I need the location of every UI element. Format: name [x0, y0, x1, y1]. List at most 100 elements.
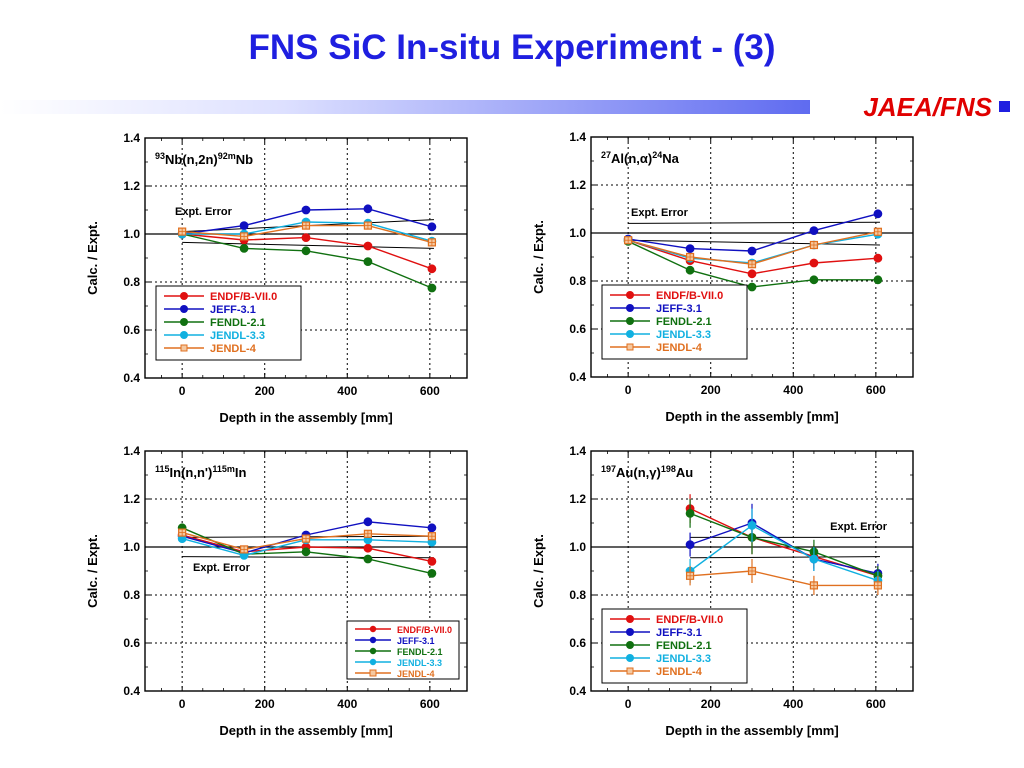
legend-entry-label: JEFF-3.1: [656, 627, 702, 639]
error-band-lower: [628, 239, 880, 246]
y-axis-label: Calc. / Expt.: [85, 534, 100, 608]
x-axis-label: Depth in the assembly [mm]: [665, 409, 838, 424]
reaction-mass-pre: 197: [601, 464, 616, 474]
legend-entry-label: FENDL-2.1: [397, 647, 443, 657]
y-tick-label: 1.4: [123, 444, 140, 458]
reaction-label: 115In(n,n')115mIn: [155, 464, 246, 480]
reaction-product: Na: [662, 151, 679, 166]
legend-marker: [626, 317, 634, 325]
y-tick-label: 0.4: [123, 684, 140, 698]
series-JENDL-4: [685, 559, 883, 595]
y-tick-label: 0.6: [569, 636, 586, 650]
x-tick-label: 0: [179, 384, 186, 398]
legend: ENDF/B-VII.0JEFF-3.1FENDL-2.1JENDL-3.3JE…: [601, 284, 748, 360]
x-axis-label: Depth in the assembly [mm]: [665, 723, 838, 738]
data-point: [301, 233, 311, 243]
legend-marker: [369, 647, 377, 655]
legend-entry-label: JENDL-4: [210, 343, 257, 355]
error-label: Expt. Error: [830, 521, 888, 533]
legend-entry-label: JENDL-4: [656, 342, 703, 354]
legend: ENDF/B-VII.0JEFF-3.1FENDL-2.1JENDL-3.3JE…: [155, 285, 302, 361]
y-tick-label: 0.4: [569, 684, 586, 698]
organization-label: JAEA/FNS: [863, 92, 992, 122]
x-tick-label: 0: [179, 697, 186, 711]
reaction-label: 93Nb(n,2n)92mNb: [155, 151, 253, 167]
data-point: [363, 543, 373, 553]
legend-entry-label: JENDL-3.3: [210, 330, 265, 342]
reaction-main: Al(n,α): [611, 151, 652, 166]
data-point: [685, 509, 695, 518]
legend-entry-label: FENDL-2.1: [656, 640, 712, 652]
bullet-square-icon: [999, 101, 1010, 112]
x-tick-label: 200: [255, 384, 275, 398]
legend-marker: [369, 636, 377, 644]
chart-panel-2: 0 200 400 600 0.4 0.6 0.8 1.0 1.2 1.4 Depth in the…: [531, 130, 914, 424]
legend-marker: [626, 330, 634, 338]
legend: ENDF/B-VII.0JEFF-3.1FENDL-2.1JENDL-3.3JE…: [601, 608, 748, 684]
legend-marker: [626, 291, 634, 299]
x-tick-label: 200: [701, 697, 721, 711]
data-point: [427, 283, 437, 293]
data-point: [685, 265, 695, 275]
y-tick-label: 0.6: [123, 323, 140, 337]
data-point: [239, 221, 249, 231]
x-tick-label: 600: [420, 697, 440, 711]
x-axis-label: Depth in the assembly [mm]: [219, 410, 392, 425]
data-point: [685, 540, 695, 549]
reaction-mass-post: 115m: [212, 464, 235, 474]
legend: ENDF/B-VII.0JEFF-3.1FENDL-2.1JENDL-3.3JE…: [346, 620, 460, 680]
series-JENDL-4: [178, 221, 437, 247]
reaction-label: 197Au(n,γ)198Au: [601, 464, 693, 480]
data-point: [747, 521, 757, 530]
data-point: [873, 275, 883, 285]
reaction-mass-pre: 115: [155, 464, 170, 474]
x-tick-label: 600: [866, 383, 886, 397]
legend-marker: [369, 658, 377, 666]
reaction-mass-post: 198: [661, 464, 676, 474]
x-tick-label: 600: [420, 384, 440, 398]
y-tick-label: 1.4: [569, 444, 586, 458]
y-tick-label: 1.2: [123, 492, 140, 506]
legend-entry-label: JEFF-3.1: [397, 636, 435, 646]
legend-marker: [626, 628, 634, 636]
data-point: [427, 264, 437, 274]
y-tick-label: 1.4: [123, 131, 140, 145]
series-line: [689, 524, 879, 582]
y-tick-label: 0.6: [569, 322, 586, 336]
legend-entry-label: ENDF/B-VII.0: [397, 625, 452, 635]
data-point: [363, 241, 373, 251]
legend-entry-label: FENDL-2.1: [656, 316, 712, 328]
data-point: [239, 243, 249, 253]
data-point: [301, 205, 311, 215]
y-tick-label: 1.0: [123, 540, 140, 554]
data-point: [809, 226, 819, 236]
y-tick-label: 1.2: [569, 492, 586, 506]
legend-marker: [626, 615, 634, 623]
legend-marker: [626, 654, 634, 662]
reaction-main: Au(n,γ): [616, 465, 661, 480]
error-band-lower: [690, 556, 880, 559]
legend-entry-label: ENDF/B-VII.0: [656, 290, 723, 302]
y-tick-label: 1.0: [569, 226, 586, 240]
reaction-mass-post: 24: [652, 150, 662, 160]
data-point: [747, 282, 757, 292]
reaction-mass-pre: 93: [155, 151, 165, 161]
series-JENDL-4: [178, 528, 437, 554]
reaction-mass-pre: 27: [601, 150, 611, 160]
data-point: [685, 244, 695, 254]
legend-entry-label: FENDL-2.1: [210, 317, 266, 329]
series-line: [689, 512, 879, 577]
data-point: [363, 204, 373, 214]
legend-entry-label: JENDL-3.3: [656, 329, 711, 341]
data-point: [301, 547, 311, 557]
error-label: Expt. Error: [175, 206, 233, 218]
legend-marker: [180, 305, 188, 313]
slide-title: FNS SiC In-situ Experiment - (3): [248, 28, 776, 67]
data-point: [809, 258, 819, 268]
x-tick-label: 200: [701, 383, 721, 397]
y-tick-label: 1.4: [569, 130, 586, 144]
y-tick-label: 0.8: [569, 274, 586, 288]
chart-panel-4: 0 200 400 600 0.4 0.6 0.8 1.0 1.2 1.4 Depth in the…: [531, 444, 914, 738]
legend-marker: [180, 344, 188, 352]
data-point: [427, 523, 437, 533]
